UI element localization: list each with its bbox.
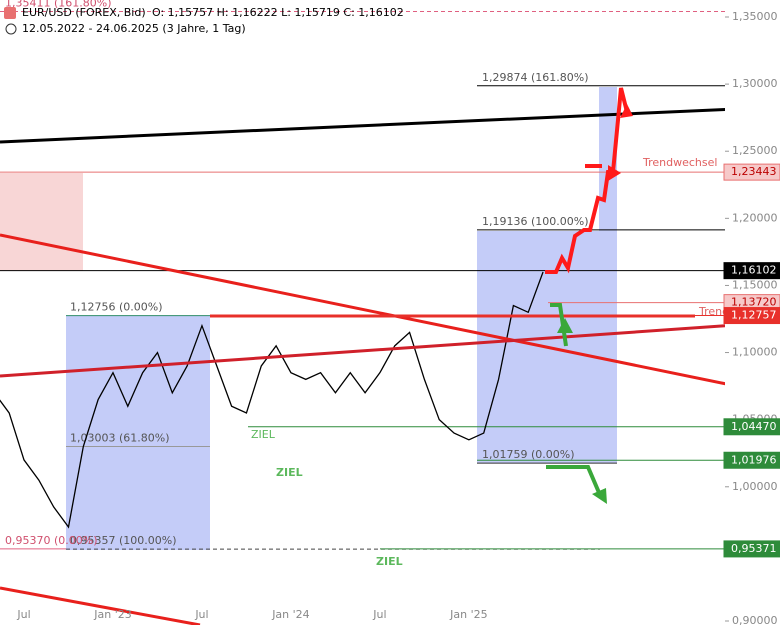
annotation: Trend xyxy=(698,305,729,318)
x-tick-label: Jul xyxy=(16,608,30,621)
y-tick-label: 1,25000 xyxy=(732,144,778,157)
x-tick-label: Jul xyxy=(372,608,386,621)
annotation: ZIEL xyxy=(376,555,403,568)
y-axis: 1,35000 1,30000 1,25000 1,20000 1,15000 1,100… xyxy=(723,10,780,625)
subtitle: 12.05.2022 - 24.06.2025 (3 Jahre, 1 Tag) xyxy=(22,22,246,35)
arrow-head xyxy=(620,104,633,118)
y-tick-label: 0,90000 xyxy=(732,614,778,625)
price-box xyxy=(723,540,780,558)
x-tick-label: Jan '23 xyxy=(93,608,131,621)
price-label: 1,23443 xyxy=(731,165,777,178)
fib-label: 1,01759 (0.00%) xyxy=(482,448,575,461)
trendline xyxy=(0,107,725,144)
fib-label: 1,29874 (161.80%) xyxy=(482,71,589,84)
projection-arrow xyxy=(545,87,629,274)
y-tick-label: 1,15000 xyxy=(732,278,778,291)
fib-label: 0,95370 (0.00%) xyxy=(5,534,98,547)
fib-label: 1,35411 (161.80%) xyxy=(5,0,112,9)
clock-icon xyxy=(5,23,17,35)
annotation: Trendwechsel xyxy=(642,156,717,169)
x-tick-label: Jan '25 xyxy=(449,608,487,621)
fib-label: 0,95357 (100.00%) xyxy=(70,534,177,547)
y-tick-label: 1,30000 xyxy=(732,77,778,90)
symbol-icon xyxy=(4,7,16,19)
chart-title: EUR/USD (FOREX, Bid) xyxy=(22,6,146,19)
price-label: 1,04470 xyxy=(731,420,777,433)
price-box xyxy=(723,262,780,280)
price-box xyxy=(723,163,780,181)
trendline xyxy=(0,586,201,625)
arrow-head xyxy=(557,318,573,333)
price-label: 0,95371 xyxy=(731,542,777,555)
arrow-head xyxy=(592,488,607,504)
price-label: 1,13720 xyxy=(731,296,777,309)
price-box xyxy=(723,307,780,325)
annotation: ZIEL xyxy=(251,428,276,441)
price-box xyxy=(723,418,780,436)
drawings xyxy=(0,87,617,550)
trendline xyxy=(0,324,725,378)
fib-label: 1,03003 (61.80%) xyxy=(70,431,170,444)
target-arrow xyxy=(546,465,602,496)
fib-label: 1,12756 (0.00%) xyxy=(70,301,163,314)
y-tick-label: 1,00000 xyxy=(732,480,778,493)
arrow-head xyxy=(608,165,621,181)
zone xyxy=(0,173,83,271)
x-tick-label: Jan '24 xyxy=(271,608,309,621)
price-box xyxy=(723,451,780,469)
y-tick-label: 1,20000 xyxy=(732,211,778,224)
fib-label: 1,19136 (100.00%) xyxy=(482,215,589,228)
trendlines xyxy=(0,87,725,625)
y-tick-label: 1,35000 xyxy=(732,10,778,23)
price-label: 1,16102 xyxy=(731,264,777,277)
ohlc: O: 1,15757 H: 1,16222 L: 1,15719 C: 1,16… xyxy=(152,6,404,19)
fib-box xyxy=(66,316,210,550)
annotation: ZIEL xyxy=(276,466,303,479)
annotations: Trendwechsel Trend ZIEL ZIEL ZIEL xyxy=(251,156,729,568)
y-tick-label: 1,10000 xyxy=(732,346,778,359)
price-label: 1,12757 xyxy=(731,309,777,322)
price-label: 1,01976 xyxy=(731,453,777,466)
x-tick-label: Jul xyxy=(194,608,208,621)
levels: 1,35411 (161.80%) 1,29874 (161.80%) 1,1913… xyxy=(0,0,725,550)
